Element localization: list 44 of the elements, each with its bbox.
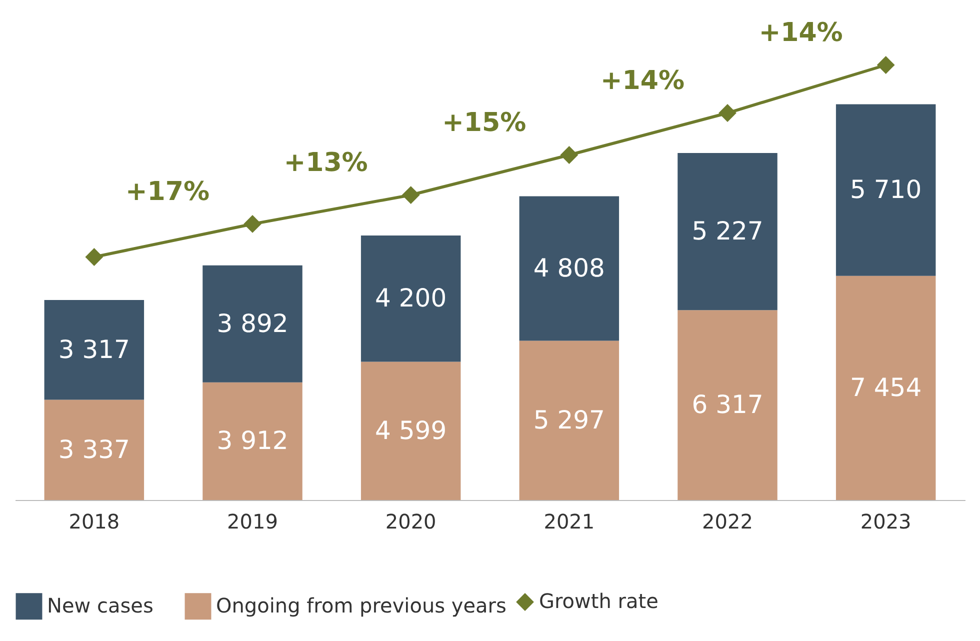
data-label: 3 317 <box>58 334 130 364</box>
x-tick-label: 2020 <box>385 510 436 534</box>
bar <box>44 400 144 500</box>
annotation: +14% <box>600 66 685 96</box>
point <box>876 56 895 74</box>
annotation: +14% <box>758 18 843 48</box>
data-label: 4 808 <box>533 254 605 283</box>
point <box>244 215 262 233</box>
data-label: 4 200 <box>375 284 447 313</box>
x-tick-label: 2019 <box>227 510 278 534</box>
data-label: 4 599 <box>375 416 447 445</box>
data-label: 3 912 <box>216 426 288 456</box>
bar <box>44 300 144 400</box>
legend-label: Ongoing from previous years <box>216 593 506 618</box>
bar <box>519 196 620 341</box>
x-tick-label: 2021 <box>544 510 595 534</box>
bar <box>360 236 461 362</box>
point <box>85 248 104 266</box>
x-tick-label: 2018 <box>68 510 120 534</box>
data-label: 5 297 <box>533 405 605 434</box>
annotation: +13% <box>284 148 368 178</box>
x-tick-label: 2023 <box>860 510 912 534</box>
data-label: 7 454 <box>850 372 922 402</box>
annotation: +17% <box>125 176 210 207</box>
legend-label: Growth rate <box>539 589 658 613</box>
bar <box>519 340 620 500</box>
data-label: 3 892 <box>216 308 288 338</box>
bar <box>202 265 302 382</box>
x-tick-label: 2022 <box>702 510 753 534</box>
annotation: +15% <box>442 108 526 138</box>
legend-label: New cases <box>47 593 154 618</box>
data-label: 3 337 <box>58 434 130 464</box>
point <box>560 146 578 164</box>
bar <box>678 310 778 500</box>
bar <box>202 382 302 500</box>
point <box>402 186 420 204</box>
data-label: 5 710 <box>850 175 922 204</box>
bar <box>836 276 936 500</box>
data-label: 6 317 <box>692 390 764 420</box>
bar <box>360 362 461 500</box>
point <box>718 104 736 122</box>
data-label: 5 227 <box>692 216 764 246</box>
bar <box>836 104 936 276</box>
bar <box>678 152 778 310</box>
